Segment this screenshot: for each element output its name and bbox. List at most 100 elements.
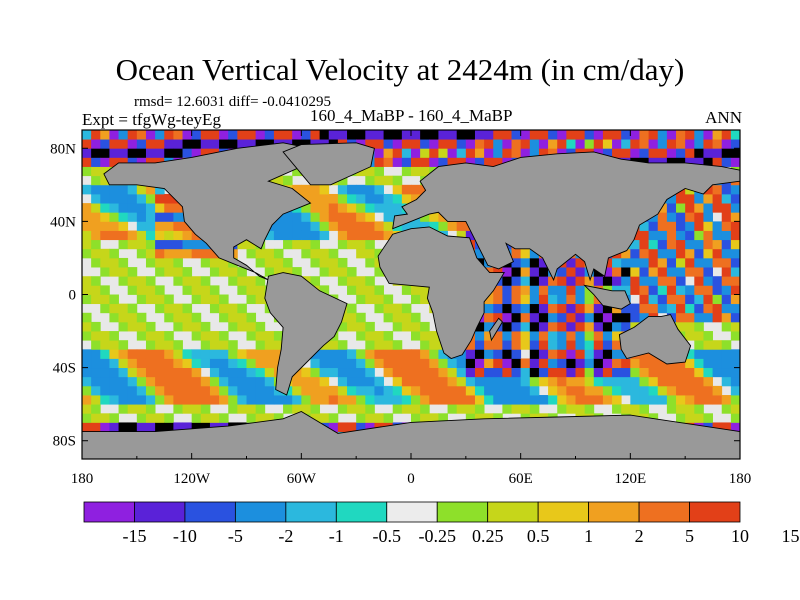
field-cell <box>127 349 138 359</box>
field-cell <box>602 276 613 286</box>
field-cell <box>502 285 512 295</box>
field-cell <box>639 395 650 405</box>
field-cell <box>182 385 193 396</box>
field-cell <box>100 257 110 268</box>
field-cell <box>91 148 101 158</box>
field-cell <box>676 157 686 167</box>
field-cell <box>273 340 284 350</box>
field-cell <box>721 358 732 369</box>
field-cell <box>310 257 321 268</box>
field-cell <box>694 248 704 259</box>
field-cell <box>548 349 558 359</box>
field-cell <box>127 157 138 167</box>
field-cell <box>337 340 348 350</box>
field-cell <box>557 267 567 277</box>
field-cell <box>246 321 257 332</box>
colorbar-swatch <box>588 501 640 523</box>
field-cell <box>283 404 293 414</box>
field-cell <box>484 148 494 158</box>
field-cell <box>356 331 366 341</box>
colorbar-swatch <box>537 501 590 523</box>
field-cell <box>347 358 357 369</box>
field-cell <box>721 285 732 295</box>
field-cell <box>228 130 238 140</box>
field-cell <box>228 349 238 359</box>
field-cell <box>100 166 110 177</box>
field-cell <box>566 303 576 314</box>
field-cell <box>91 248 101 259</box>
field-cell <box>155 148 165 158</box>
field-cell <box>91 404 101 414</box>
field-cell <box>584 331 595 341</box>
field-cell <box>145 294 156 305</box>
field-cell <box>82 139 92 149</box>
field-cell <box>328 267 339 277</box>
field-cell <box>557 404 567 414</box>
field-cell <box>420 376 430 387</box>
field-cell <box>264 230 275 241</box>
field-cell <box>602 340 613 350</box>
field-cell <box>91 276 101 286</box>
field-cell <box>328 248 339 259</box>
field-cell <box>612 367 622 378</box>
field-cell <box>255 257 266 268</box>
field-cell <box>209 267 220 277</box>
field-cell <box>694 212 704 222</box>
field-cell <box>91 239 101 250</box>
field-cell <box>630 276 640 286</box>
field-cell <box>721 294 732 305</box>
field-cell <box>602 139 613 149</box>
field-cell <box>145 385 156 396</box>
field-cell <box>337 267 348 277</box>
field-cell <box>383 130 394 140</box>
field-cell <box>694 395 704 405</box>
field-cell <box>538 139 549 149</box>
field-cell <box>721 221 732 231</box>
field-cell <box>657 376 668 387</box>
field-cell <box>447 395 458 405</box>
field-cell <box>676 285 686 295</box>
field-cell <box>694 404 704 414</box>
field-cell <box>685 385 695 396</box>
field-cell <box>520 130 531 140</box>
field-cell <box>182 376 193 387</box>
field-cell <box>456 404 467 414</box>
field-cell <box>127 321 138 332</box>
field-cell <box>575 340 586 350</box>
field-cell <box>557 395 567 405</box>
field-cell <box>676 130 686 140</box>
field-cell <box>164 395 174 405</box>
field-cell <box>584 358 595 369</box>
field-cell <box>420 367 430 378</box>
field-cell <box>484 294 494 305</box>
field-cell <box>91 184 101 195</box>
field-cell <box>301 130 311 140</box>
field-cell <box>712 193 723 204</box>
field-cell <box>602 349 613 359</box>
field-cell <box>584 376 595 387</box>
field-cell <box>91 367 101 378</box>
field-cell <box>621 321 631 332</box>
field-cell <box>365 212 375 222</box>
field-cell <box>511 130 522 140</box>
field-cell <box>273 413 284 423</box>
field-cell <box>721 267 732 277</box>
field-cell <box>694 157 704 167</box>
field-cell <box>456 385 467 396</box>
field-cell <box>155 340 165 350</box>
field-cell <box>703 257 713 268</box>
field-cell <box>264 130 275 140</box>
field-cell <box>621 303 631 314</box>
field-cell <box>374 148 384 158</box>
field-cell <box>392 193 403 204</box>
field-cell <box>347 422 357 432</box>
field-cell <box>264 139 275 149</box>
field-cell <box>145 148 156 158</box>
field-cell <box>474 358 485 369</box>
field-cell <box>136 367 147 378</box>
field-cell <box>685 257 695 268</box>
field-cell <box>566 130 576 140</box>
field-cell <box>228 321 238 332</box>
field-cell <box>730 203 740 213</box>
colorbar-label: 2 <box>635 526 644 546</box>
